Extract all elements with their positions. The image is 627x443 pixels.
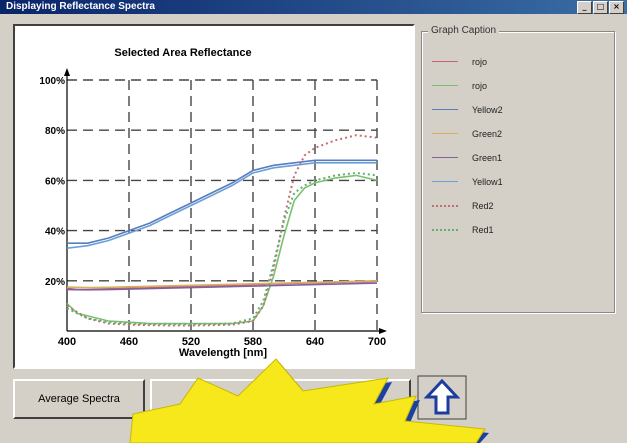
legend-item: Green2 bbox=[432, 127, 602, 141]
delete-button[interactable]: Dele bbox=[150, 379, 278, 419]
series-line-red1 bbox=[66, 171, 378, 326]
legend-swatch bbox=[432, 229, 458, 231]
legend-item: Red1 bbox=[432, 223, 602, 237]
average-spectra-button[interactable]: Average Spectra bbox=[13, 379, 145, 419]
y-tick-label: 60% bbox=[45, 176, 65, 187]
legend-item: rojo bbox=[432, 79, 602, 93]
graph-caption-box bbox=[421, 31, 615, 313]
series-line-yellow2 bbox=[67, 159, 377, 244]
series-line-green1 bbox=[66, 282, 378, 291]
x-tick-label: 640 bbox=[306, 336, 324, 348]
y-tick-label: 100% bbox=[39, 76, 65, 87]
maximize-button[interactable]: □ bbox=[593, 1, 608, 14]
average-spectra-label: Average Spectra bbox=[38, 393, 120, 405]
delete-label: Dele bbox=[202, 393, 226, 405]
x-tick-label: 520 bbox=[182, 336, 200, 348]
series-line-yellow1 bbox=[66, 162, 377, 249]
legend-swatch bbox=[432, 157, 458, 158]
y-tick-label: 80% bbox=[45, 126, 65, 137]
legend-swatch bbox=[432, 109, 458, 110]
title-bar: Displaying Reflectance Spectra _ □ × bbox=[0, 0, 627, 14]
legend-label: Yellow2 bbox=[472, 105, 503, 115]
minimize-button[interactable]: _ bbox=[577, 1, 592, 14]
legend-label: Yellow1 bbox=[472, 177, 503, 187]
legend-item: rojo bbox=[432, 55, 602, 69]
legend-label: Red2 bbox=[472, 201, 494, 211]
y-tick-label: 20% bbox=[45, 277, 65, 288]
graph-caption-title: Graph Caption bbox=[428, 25, 500, 36]
legend-item: Yellow1 bbox=[432, 175, 602, 189]
series-line-red2 bbox=[66, 134, 378, 327]
legend-swatch bbox=[432, 205, 458, 207]
x-tick-label: 580 bbox=[244, 336, 262, 348]
x-tick-label: 700 bbox=[368, 336, 386, 348]
legend-label: rojo bbox=[472, 57, 488, 67]
y-tick-label: 40% bbox=[45, 227, 65, 238]
legend-label: Green1 bbox=[472, 153, 503, 163]
legend-item: Red2 bbox=[432, 199, 602, 213]
window-title: Displaying Reflectance Spectra bbox=[6, 1, 155, 12]
x-axis-label: Wavelength [nm] bbox=[179, 347, 268, 359]
legend-item: Green1 bbox=[432, 151, 602, 165]
legend-label: Green2 bbox=[472, 129, 503, 139]
close-button[interactable]: × bbox=[609, 1, 624, 14]
up-arrow-button[interactable] bbox=[417, 375, 467, 420]
y-axis-arrow bbox=[64, 68, 70, 76]
series-line-rojo bbox=[66, 174, 378, 325]
legend-swatch bbox=[432, 61, 458, 62]
legend-swatch bbox=[432, 181, 458, 182]
x-tick-label: 460 bbox=[120, 336, 138, 348]
reflectance-chart: Selected Area Reflectance 400 460 520 580 640… bbox=[39, 47, 387, 359]
x-tick-label: 400 bbox=[58, 336, 76, 348]
exit-button[interactable]: Exit bbox=[283, 379, 411, 419]
legend-label: rojo bbox=[472, 81, 488, 91]
legend-label: Red1 bbox=[472, 225, 494, 235]
chart-panel: Selected Area Reflectance 400 460 520 580 640… bbox=[13, 24, 415, 369]
exit-label: Exit bbox=[337, 393, 357, 405]
chart-title: Selected Area Reflectance bbox=[114, 47, 251, 59]
window-controls: _ □ × bbox=[577, 1, 624, 14]
x-axis-arrow bbox=[379, 328, 387, 334]
legend-swatch bbox=[432, 133, 458, 134]
legend-swatch bbox=[432, 85, 458, 86]
series-line-green2 bbox=[66, 280, 378, 289]
legend-item: Yellow2 bbox=[432, 103, 602, 117]
